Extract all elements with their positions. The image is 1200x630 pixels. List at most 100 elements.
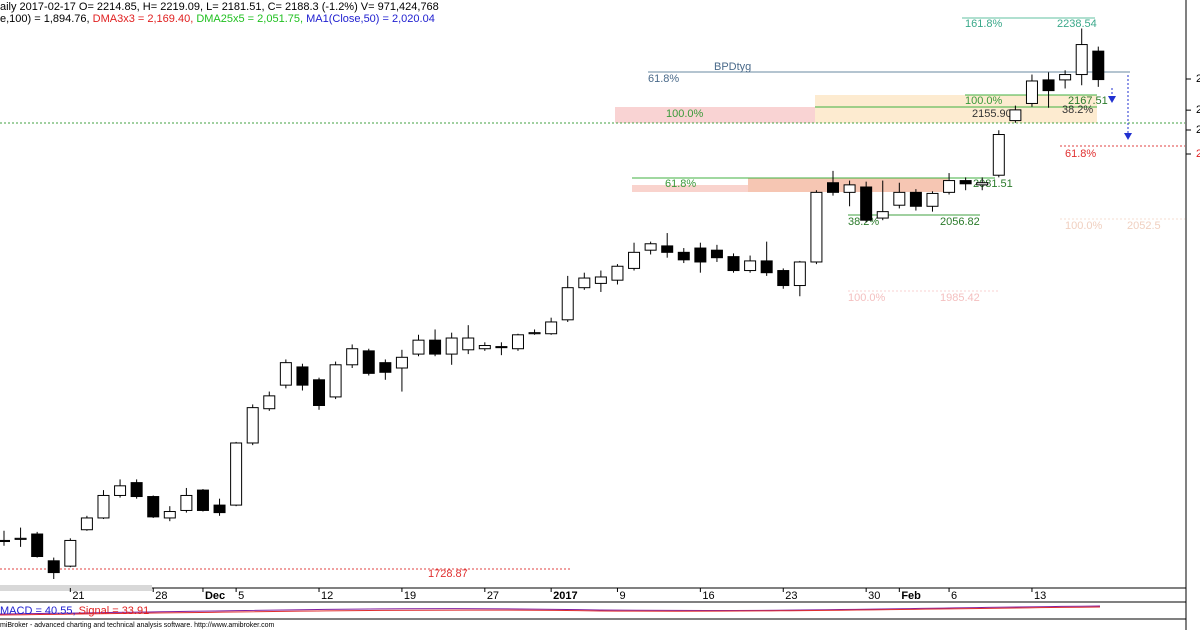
- candle-body: [429, 339, 442, 355]
- candle-body: [114, 485, 127, 496]
- candle-body: [147, 496, 160, 518]
- candle-body: [661, 245, 674, 253]
- footer: miBroker - advanced charting and technic…: [0, 622, 274, 629]
- candle-body: [926, 192, 939, 207]
- x-tick-label: 30: [868, 590, 880, 602]
- signal-value: Signal = 33.91: [79, 605, 150, 617]
- candle-body: [0, 539, 10, 543]
- candle-body: [362, 350, 375, 374]
- candle-body: [744, 260, 757, 272]
- scroll-band: [0, 585, 152, 591]
- annotation: 100.0%: [848, 292, 886, 304]
- annotation: 2167.51: [1068, 95, 1108, 107]
- candle-body: [329, 364, 342, 398]
- annotation: 161.8%: [965, 18, 1003, 30]
- candle-body: [511, 334, 524, 350]
- candle-body: [246, 407, 259, 444]
- zone: [632, 185, 748, 192]
- x-tick-label: 16: [702, 590, 714, 602]
- x-tick-label: 9: [619, 590, 625, 602]
- candle-body: [710, 249, 723, 259]
- candle-body: [478, 345, 491, 350]
- candle-body: [594, 276, 607, 284]
- x-tick-label: 6: [951, 590, 957, 602]
- x-tick-label: Dec: [205, 590, 225, 602]
- candle-body: [412, 339, 425, 355]
- indicator: DMA25x5 = 2,051.75,: [196, 13, 303, 25]
- candle-body: [313, 379, 326, 406]
- candle-body: [495, 346, 508, 349]
- x-tick-label: 12: [321, 590, 333, 602]
- candle-body: [213, 504, 226, 514]
- candle-body: [97, 494, 110, 519]
- annotation: BPDtyg: [714, 61, 751, 73]
- annotation: 61.8%: [665, 178, 696, 190]
- y-tick-label: 2118.82: [1196, 148, 1200, 160]
- macd-value: MACD = 40.55,: [0, 605, 76, 617]
- candle-body: [876, 211, 889, 219]
- candle-body: [860, 186, 873, 221]
- candle-body: [346, 348, 359, 366]
- candle-body: [31, 533, 44, 558]
- candle-body: [1009, 109, 1022, 122]
- arrow: [1108, 96, 1116, 103]
- indicator-line: e,100) = 1,894.76, DMA3x3 = 2,169.40, DM…: [0, 13, 435, 25]
- candle-body: [64, 539, 77, 567]
- candle-body: [893, 191, 906, 206]
- candle-body: [1025, 80, 1038, 104]
- candle-body: [462, 337, 475, 351]
- candle-body: [14, 537, 27, 540]
- candle-body: [561, 287, 574, 321]
- x-tick-label: 27: [487, 590, 499, 602]
- candle-body: [992, 134, 1005, 176]
- annotation: 100.0%: [1065, 220, 1103, 232]
- candle-body: [843, 184, 856, 193]
- candle-body: [180, 494, 193, 511]
- header: aily 2017-02-17 O= 2214.85, H= 2219.09, …: [0, 1, 439, 13]
- annotation: 2052.5: [1127, 220, 1161, 232]
- candle-body: [1075, 44, 1088, 76]
- candle-body: [395, 356, 408, 369]
- annotation: 1985.42: [940, 292, 980, 304]
- candle-body: [528, 332, 541, 335]
- annotation: 2238.54: [1057, 18, 1097, 30]
- indicator: DMA3x3 = 2,169.40,: [93, 13, 194, 25]
- candle-body: [727, 256, 740, 272]
- candle-body: [810, 191, 823, 263]
- candle-body: [1092, 50, 1105, 81]
- candle-body: [130, 482, 143, 498]
- candle-body: [230, 442, 243, 506]
- signal-line: [0, 606, 1101, 616]
- candle-body: [80, 517, 93, 531]
- candle-body: [793, 261, 806, 287]
- candle-body: [379, 362, 392, 373]
- candle-body: [196, 489, 209, 511]
- candle-body: [47, 560, 60, 574]
- candle-body: [578, 277, 591, 289]
- candle-body: [777, 270, 790, 287]
- annotation: 1728.87: [428, 568, 468, 580]
- annotation: 2056.82: [940, 216, 980, 228]
- candle-body: [677, 251, 690, 261]
- y-tick-label: 2188.84: [1196, 73, 1200, 85]
- candle-body: [163, 511, 176, 519]
- candle-body: [628, 251, 641, 269]
- annotation: 61.8%: [648, 73, 679, 85]
- x-tick-label: Feb: [901, 590, 921, 602]
- macd-line: [0, 605, 1101, 615]
- zone: [615, 107, 815, 123]
- annotation: 2081.51: [973, 178, 1013, 190]
- candle-body: [644, 243, 657, 251]
- annotation: 100.0%: [965, 95, 1003, 107]
- x-tick-label: 5: [238, 590, 244, 602]
- candle-body: [909, 191, 922, 207]
- candle-body: [445, 337, 458, 355]
- indicator: e,100) = 1,894.76,: [0, 13, 90, 25]
- candle-body: [263, 395, 276, 410]
- x-tick-label: 13: [1034, 590, 1046, 602]
- candle-body: [976, 182, 989, 186]
- annotation: 38.2%: [1062, 104, 1093, 116]
- x-tick-label: 2017: [553, 590, 577, 602]
- x-tick-label: 28: [155, 590, 167, 602]
